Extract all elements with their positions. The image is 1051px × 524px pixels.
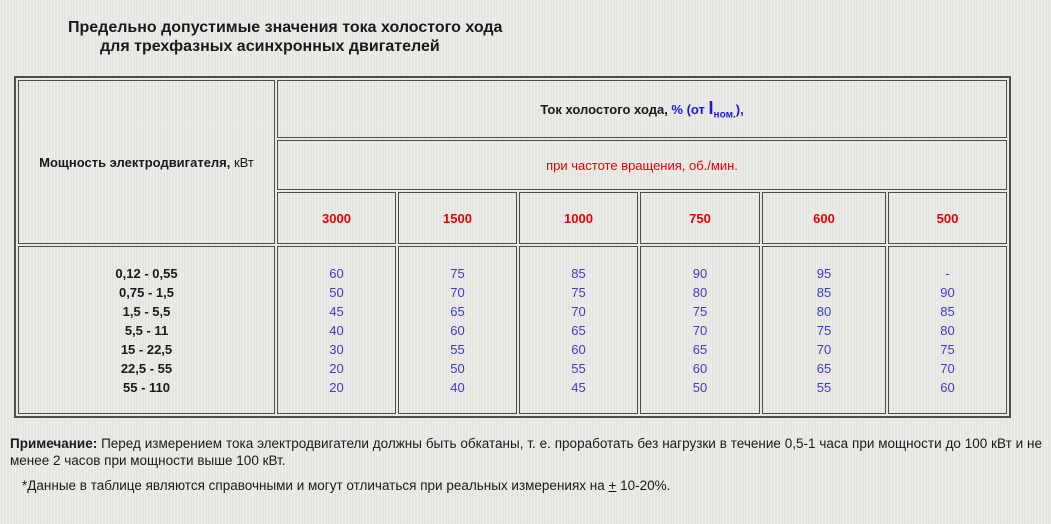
value: 80 <box>692 284 708 300</box>
current-header-blue-suffix: ), <box>735 101 744 117</box>
value: 30 <box>329 341 344 357</box>
speed-header-600: 600 <box>762 192 886 244</box>
values-column-1000: 85 75 70 65 60 55 45 <box>519 246 638 414</box>
current-header-cell: Ток холостого хода, % (от Iном.), <box>277 80 1008 138</box>
value: 65 <box>571 322 586 338</box>
value: 40 <box>450 379 465 395</box>
value: 75 <box>940 341 955 357</box>
current-header-inom-subscript: ном. <box>713 109 736 121</box>
speed-header-750: 750 <box>640 192 760 244</box>
frequency-header-cell: при частоте вращения, об./мин. <box>277 140 1008 190</box>
header-row-speeds: 3000 1500 1000 750 600 500 <box>18 192 1008 244</box>
speed-header-1500: 1500 <box>398 192 517 244</box>
value: 75 <box>571 284 586 300</box>
power-range: 55 - 110 <box>123 379 170 395</box>
plus-minus-sign: + <box>608 478 617 493</box>
values-column-3000: 60 50 45 40 30 20 20 <box>277 246 396 414</box>
value: 55 <box>571 360 586 376</box>
header-row-1: Мощность электродвигателя, кВт Ток холос… <box>18 80 1008 244</box>
value: 70 <box>450 284 465 300</box>
value: 85 <box>940 303 955 319</box>
value: 20 <box>329 360 344 376</box>
values-column-1500: 75 70 65 60 55 50 40 <box>398 246 517 414</box>
header-row-2: при частоте вращения, об./мин. <box>18 140 1008 190</box>
current-header-blue-prefix: % (от <box>671 101 709 117</box>
page-title-line2: для трехфазных асинхронных двигателей <box>100 38 440 55</box>
power-header-unit: кВт <box>230 154 254 170</box>
value: 85 <box>816 284 832 300</box>
value: 45 <box>329 303 344 319</box>
values-column-600: 95 85 80 75 70 65 55 <box>762 246 886 414</box>
value: 85 <box>571 265 586 281</box>
note-text: Перед измерением тока электродвигатели д… <box>10 436 1042 468</box>
value: 50 <box>329 284 344 300</box>
value: 70 <box>940 360 955 376</box>
value: 70 <box>816 341 832 357</box>
value: 60 <box>571 341 586 357</box>
power-range: 1,5 - 5,5 <box>122 303 171 319</box>
value: 75 <box>816 322 832 338</box>
power-range: 5,5 - 11 <box>124 322 169 338</box>
value: 40 <box>329 322 344 338</box>
power-range: 22,5 - 55 <box>120 360 173 376</box>
value: 65 <box>692 341 708 357</box>
value: 80 <box>816 303 832 319</box>
data-row: 0,12 - 0,55 0,75 - 1,5 1,5 - 5,5 5,5 - 1… <box>18 246 1008 414</box>
value: 70 <box>692 322 708 338</box>
power-range: 0,75 - 1,5 <box>119 284 174 300</box>
values-column-500: - 90 85 80 75 70 60 <box>888 246 1008 414</box>
note-primary: Примечание: Перед измерением тока электр… <box>10 435 1042 469</box>
value: 55 <box>816 379 832 395</box>
current-header-black: Ток холостого хода, <box>540 101 672 117</box>
power-header-label: Мощность электродвигателя, <box>39 154 231 170</box>
value: 90 <box>940 284 955 300</box>
speed-header-500: 500 <box>888 192 1008 244</box>
value: 60 <box>940 379 955 395</box>
value: 75 <box>692 303 708 319</box>
no-load-current-table: Мощность электродвигателя, кВт Ток холос… <box>14 76 1012 418</box>
value: 20 <box>329 379 344 395</box>
value: - <box>945 265 950 281</box>
value: 60 <box>450 322 465 338</box>
value: 60 <box>329 265 344 281</box>
note-label: Примечание: <box>10 436 98 451</box>
speed-header-3000: 3000 <box>277 192 396 244</box>
power-ranges-cell: 0,12 - 0,55 0,75 - 1,5 1,5 - 5,5 5,5 - 1… <box>18 246 275 414</box>
value: 90 <box>692 265 708 281</box>
speed-header-1000: 1000 <box>519 192 638 244</box>
value: 75 <box>450 265 465 281</box>
note2-suffix: 10-20%. <box>616 478 671 493</box>
note2-text: *Данные в таблице являются справочными и… <box>22 478 609 493</box>
page-title-line1: Предельно допустимые значения тока холос… <box>68 19 503 36</box>
power-range: 15 - 22,5 <box>120 341 173 357</box>
value: 60 <box>692 360 708 376</box>
value: 50 <box>450 360 465 376</box>
value: 95 <box>816 265 832 281</box>
value: 70 <box>571 303 586 319</box>
value: 65 <box>816 360 832 376</box>
current-header-inom-symbol: I <box>708 97 714 118</box>
values-column-750: 90 80 75 70 65 60 50 <box>640 246 760 414</box>
value: 65 <box>450 303 465 319</box>
power-header-cell: Мощность электродвигателя, кВт <box>18 80 275 244</box>
value: 80 <box>940 322 955 338</box>
note-secondary: *Данные в таблице являются справочными и… <box>22 477 1042 494</box>
value: 50 <box>692 379 708 395</box>
power-range: 0,12 - 0,55 <box>115 265 178 281</box>
value: 55 <box>450 341 465 357</box>
value: 45 <box>571 379 586 395</box>
